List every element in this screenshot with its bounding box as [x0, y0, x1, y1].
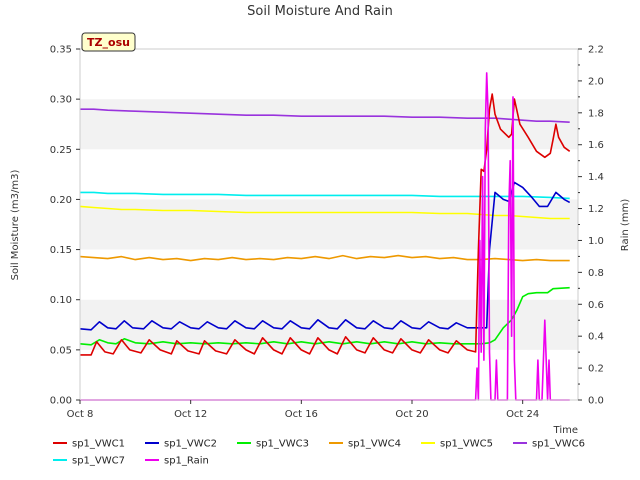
y-axis-label: Soil Moisture (m3/m3): [10, 170, 21, 281]
y2-tick-label: 1.0: [588, 236, 604, 247]
legend-label: sp1_VWC7: [72, 456, 125, 467]
y2-tick-label: 2.0: [588, 76, 604, 87]
site-badge: TZ_osu: [81, 32, 136, 52]
y2-tick-label: 0.6: [588, 300, 604, 311]
y-tick-label: 0.00: [50, 396, 72, 407]
legend-item-sp1-vwc6: sp1_VWC6: [513, 439, 585, 450]
grid-band: [80, 249, 578, 300]
x-tick-label: Oct 8: [67, 409, 94, 420]
grid-band: [80, 199, 578, 250]
y2-tick-label: 1.2: [588, 204, 604, 215]
grid-band: [80, 149, 578, 200]
plot-series: [79, 72, 571, 401]
x-tick-label: Oct 12: [174, 409, 207, 420]
y2-tick-label: 0.2: [588, 364, 604, 375]
y2-axis-label: Rain (mm): [620, 199, 631, 252]
x-axis: Oct 8 Oct 12 Oct 16 Oct 20 Oct 24: [67, 400, 539, 420]
legend-label: sp1_VWC3: [256, 439, 309, 450]
y2-tick-label: 1.6: [588, 140, 604, 151]
grid-bands: [80, 49, 578, 400]
y-tick-label: 0.25: [50, 145, 72, 156]
series-line-sp1-rain: [80, 72, 570, 401]
series-line-sp1-vwc6: [80, 108, 570, 123]
y-tick-label: 0.05: [50, 345, 72, 356]
y-tick-label: 0.15: [50, 245, 72, 256]
grid-band: [80, 49, 578, 100]
y-axis-left: 0.00 0.05 0.10 0.15 0.20 0.25 0.30 0.35: [50, 45, 80, 407]
series-line-sp1-vwc2: [79, 181, 571, 331]
legend-item-sp1-vwc3: sp1_VWC3: [237, 439, 309, 450]
x-tick-label: Oct 16: [285, 409, 318, 420]
grid-band: [80, 349, 578, 400]
grid-band: [80, 99, 578, 150]
y-axis-right: 0.0 0.2 0.4 0.6 0.8 1.0 1.2 1.4 1.6 1.8 2.0 2.2: [578, 45, 604, 407]
y-tick-label: 0.30: [50, 95, 72, 106]
legend-item-sp1-vwc4: sp1_VWC4: [329, 439, 401, 450]
y-tick-label: 0.10: [50, 295, 72, 306]
y2-tick-label: 2.2: [588, 45, 604, 56]
legend-item-sp1-vwc1: sp1_VWC1: [53, 439, 125, 450]
site-badge-label: TZ_osu: [87, 36, 130, 49]
legend-label: sp1_VWC2: [164, 439, 217, 450]
y2-tick-label: 0.4: [588, 332, 604, 343]
y2-tick-label: 0.8: [588, 268, 604, 279]
x-axis-label: Time: [553, 425, 578, 436]
legend-label: sp1_Rain: [164, 456, 209, 467]
y2-tick-label: 0.0: [588, 396, 604, 407]
legend-label: sp1_VWC5: [440, 439, 493, 450]
chart-title: Soil Moisture And Rain: [247, 4, 393, 19]
series-line-sp1-vwc7: [80, 191, 570, 200]
legend-item-sp1-rain: sp1_Rain: [145, 456, 209, 467]
x-tick-label: Oct 24: [506, 409, 539, 420]
legend: sp1_VWC1 sp1_VWC2 sp1_VWC3 sp1_VWC4 sp1_VWC5…: [53, 439, 585, 467]
y2-tick-label: 1.4: [588, 172, 604, 183]
y2-tick-label: 1.8: [588, 108, 604, 119]
legend-label: sp1_VWC1: [72, 439, 125, 450]
legend-label: sp1_VWC4: [348, 439, 401, 450]
legend-label: sp1_VWC6: [532, 439, 585, 450]
legend-item-sp1-vwc2: sp1_VWC2: [145, 439, 217, 450]
x-tick-label: Oct 20: [395, 409, 428, 420]
legend-item-sp1-vwc7: sp1_VWC7: [53, 456, 125, 467]
y-tick-label: 0.35: [50, 45, 72, 56]
y-tick-label: 0.20: [50, 195, 72, 206]
legend-item-sp1-vwc5: sp1_VWC5: [421, 439, 493, 450]
